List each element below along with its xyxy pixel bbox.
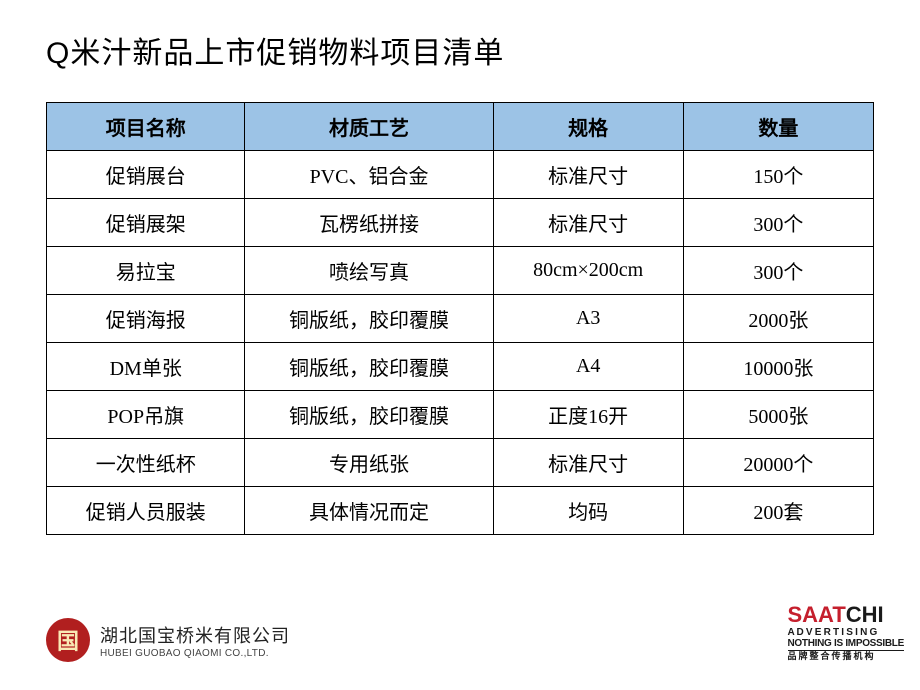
footer-left: 国 湖北国宝桥米有限公司 HUBEI GUOBAO QIAOMI CO.,LTD… <box>46 618 290 662</box>
table-cell: 标准尺寸 <box>493 199 683 247</box>
table-row: 促销展架瓦楞纸拼接标准尺寸300个 <box>47 199 874 247</box>
table-cell: 具体情况而定 <box>245 487 493 535</box>
page-title: Q米汁新品上市促销物料项目清单 <box>46 28 874 72</box>
table-cell: 正度16开 <box>493 391 683 439</box>
table-cell: 铜版纸，胶印覆膜 <box>245 391 493 439</box>
slide: Q米汁新品上市促销物料项目清单 项目名称 材质工艺 规格 数量 促销展台PVC、… <box>0 0 920 690</box>
table-cell: A3 <box>493 295 683 343</box>
col-header-material: 材质工艺 <box>245 103 493 151</box>
table-cell: 10000张 <box>683 343 873 391</box>
table-cell: 促销人员服装 <box>47 487 245 535</box>
company-name-en: HUBEI GUOBAO QIAOMI CO.,LTD. <box>100 648 290 659</box>
col-header-spec: 规格 <box>493 103 683 151</box>
table-cell: 20000个 <box>683 439 873 487</box>
company-logo-icon: 国 <box>46 618 90 662</box>
col-header-name: 项目名称 <box>47 103 245 151</box>
footer: 国 湖北国宝桥米有限公司 HUBEI GUOBAO QIAOMI CO.,LTD… <box>46 603 904 662</box>
table-cell: 促销展架 <box>47 199 245 247</box>
table-cell: 300个 <box>683 199 873 247</box>
table-row: 一次性纸杯专用纸张标准尺寸20000个 <box>47 439 874 487</box>
agency-sub-cn: 品牌整合传播机构 <box>788 650 905 662</box>
table-cell: 专用纸张 <box>245 439 493 487</box>
table-row: DM单张铜版纸，胶印覆膜A410000张 <box>47 343 874 391</box>
brand-black: CHI <box>846 602 884 627</box>
company-text: 湖北国宝桥米有限公司 HUBEI GUOBAO QIAOMI CO.,LTD. <box>100 622 290 659</box>
table-cell: A4 <box>493 343 683 391</box>
table-cell: 铜版纸，胶印覆膜 <box>245 295 493 343</box>
table-header-row: 项目名称 材质工艺 规格 数量 <box>47 103 874 151</box>
table-cell: 标准尺寸 <box>493 439 683 487</box>
table-cell: 促销海报 <box>47 295 245 343</box>
footer-right: SAATCHI A D V E R T I S I N G NOTHING IS… <box>788 603 905 662</box>
col-header-qty: 数量 <box>683 103 873 151</box>
agency-sub-a: A D V E R T I S I N G <box>788 627 905 638</box>
table-row: 促销人员服装具体情况而定均码200套 <box>47 487 874 535</box>
materials-table: 项目名称 材质工艺 规格 数量 促销展台PVC、铝合金标准尺寸150个促销展架瓦… <box>46 102 874 535</box>
table-cell: 促销展台 <box>47 151 245 199</box>
table-cell: DM单张 <box>47 343 245 391</box>
table-cell: 喷绘写真 <box>245 247 493 295</box>
agency-sub-b: NOTHING IS IMPOSSIBLE <box>788 638 905 649</box>
table-row: 易拉宝喷绘写真80cm×200cm300个 <box>47 247 874 295</box>
table-cell: 标准尺寸 <box>493 151 683 199</box>
table-cell: 5000张 <box>683 391 873 439</box>
table-cell: 瓦楞纸拼接 <box>245 199 493 247</box>
table-cell: 150个 <box>683 151 873 199</box>
table-cell: 均码 <box>493 487 683 535</box>
agency-brand: SAATCHI <box>788 603 905 627</box>
table-cell: 易拉宝 <box>47 247 245 295</box>
table-cell: 80cm×200cm <box>493 247 683 295</box>
table-cell: 一次性纸杯 <box>47 439 245 487</box>
table-row: 促销展台PVC、铝合金标准尺寸150个 <box>47 151 874 199</box>
table-cell: 200套 <box>683 487 873 535</box>
table-row: 促销海报铜版纸，胶印覆膜A32000张 <box>47 295 874 343</box>
table-row: POP吊旗铜版纸，胶印覆膜正度16开5000张 <box>47 391 874 439</box>
table-cell: PVC、铝合金 <box>245 151 493 199</box>
table-cell: 铜版纸，胶印覆膜 <box>245 343 493 391</box>
brand-red: SAAT <box>788 602 846 627</box>
table-cell: 300个 <box>683 247 873 295</box>
company-name-cn: 湖北国宝桥米有限公司 <box>100 622 290 648</box>
table-cell: POP吊旗 <box>47 391 245 439</box>
table-cell: 2000张 <box>683 295 873 343</box>
